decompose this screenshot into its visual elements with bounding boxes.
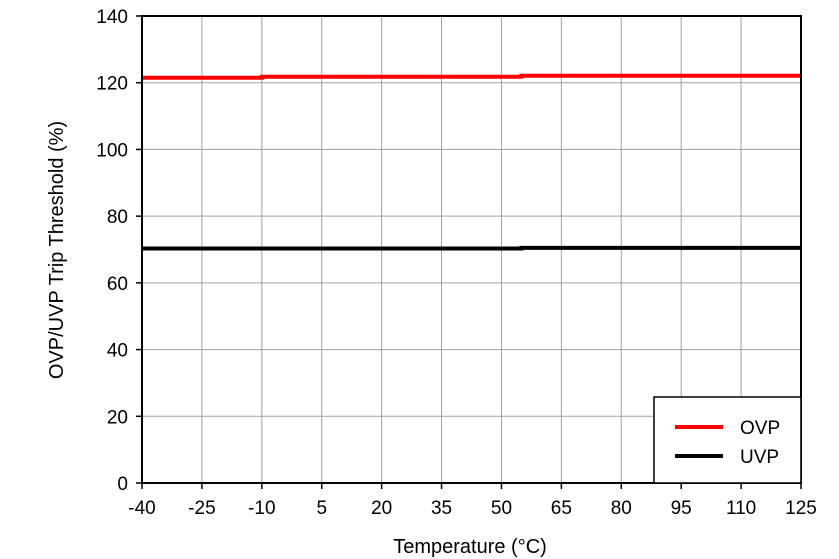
x-tick-label: 125 <box>785 498 817 519</box>
plot-frame <box>141 15 802 484</box>
x-tick-label: 80 <box>611 498 632 519</box>
x-tick-label: 95 <box>671 498 692 519</box>
y-tick-label: 0 <box>117 474 128 495</box>
y-axis-label: OVP/UVP Trip Threshold (%) <box>46 121 68 379</box>
legend: OVP UVP <box>653 396 802 484</box>
y-tick-labels: 0 20 40 60 80 100 120 140 <box>96 7 128 495</box>
x-tick-label: 65 <box>551 498 572 519</box>
y-tick-label: 80 <box>107 207 128 228</box>
x-tick-label: -40 <box>128 498 155 519</box>
y-tick-label: 140 <box>96 7 128 28</box>
legend-box <box>653 396 802 484</box>
x-axis-label: Temperature (°C) <box>393 536 547 558</box>
x-tick-label: 50 <box>491 498 512 519</box>
y-tick-label: 20 <box>107 407 128 428</box>
x-tick-label: 110 <box>726 498 756 519</box>
x-tick-labels: -40 -25 -10 5 20 35 50 65 80 95 110 125 <box>128 498 817 519</box>
y-tick-label: 120 <box>96 74 128 95</box>
legend-label-uvp: UVP <box>740 447 779 468</box>
x-tick-label: 5 <box>316 498 327 519</box>
y-tick-label: 60 <box>107 274 128 295</box>
y-tick-label: 40 <box>107 341 128 362</box>
x-tick-label: -25 <box>188 498 215 519</box>
x-tick-label: 35 <box>431 498 452 519</box>
legend-label-ovp: OVP <box>740 418 780 439</box>
series-line-uvp <box>142 245 801 251</box>
series-line-ovp <box>142 73 801 80</box>
x-tick-label: 20 <box>371 498 392 519</box>
x-tick-label: -10 <box>248 498 275 519</box>
data-series <box>142 73 801 251</box>
y-tick-label: 100 <box>96 140 128 161</box>
